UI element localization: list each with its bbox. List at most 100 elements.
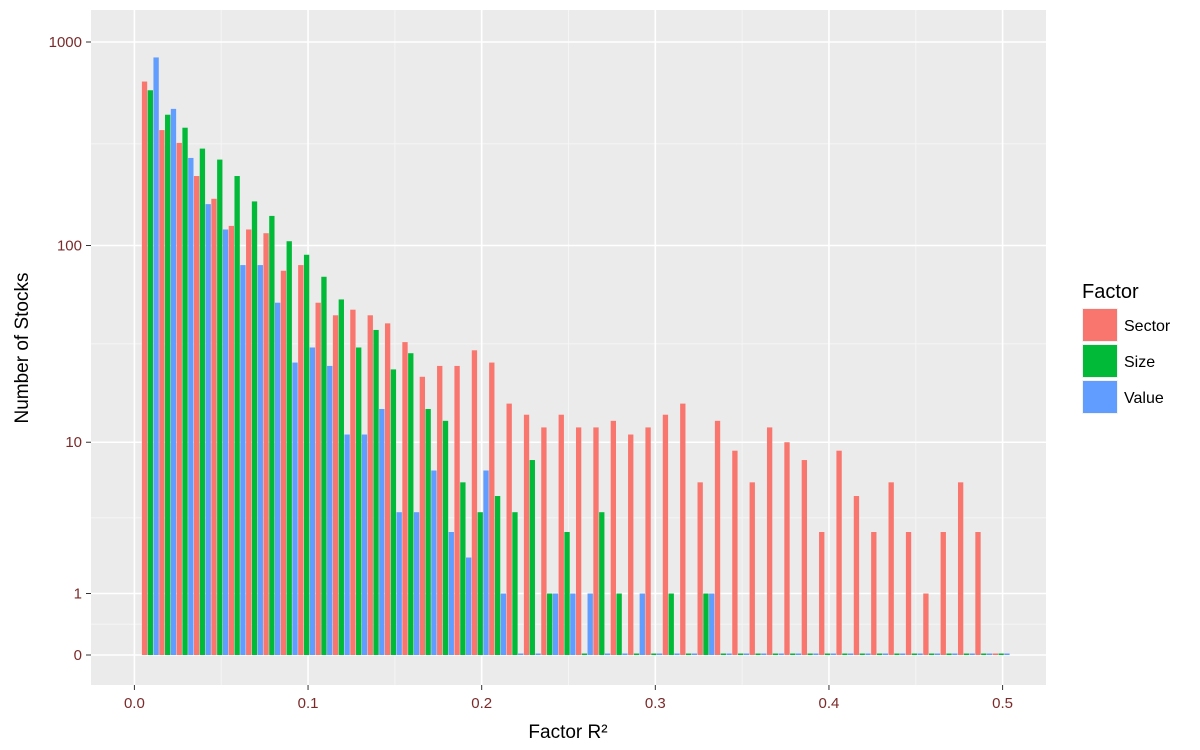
bar-sector xyxy=(315,302,321,655)
bar-size xyxy=(147,90,153,655)
bar-sector xyxy=(766,427,773,655)
bar-size xyxy=(529,460,535,655)
bar-size xyxy=(824,653,831,655)
bar-size xyxy=(911,653,917,655)
bar-sector xyxy=(228,225,235,655)
bar-size xyxy=(946,653,952,655)
bar-value xyxy=(170,108,177,655)
bar-sector xyxy=(384,323,391,655)
bar-sector xyxy=(211,198,217,656)
bar-value xyxy=(222,229,229,656)
bar-value xyxy=(466,557,472,655)
bar-sector xyxy=(697,482,703,655)
bar-value xyxy=(500,593,507,655)
bar-value xyxy=(396,512,402,655)
bar-size xyxy=(338,299,344,655)
bar-sector xyxy=(801,460,808,655)
bar-size xyxy=(859,653,865,655)
bars-layer xyxy=(141,57,1010,656)
bar-size xyxy=(442,420,449,655)
bar-sector xyxy=(593,427,599,655)
bar-size xyxy=(234,176,240,655)
bar-sector xyxy=(332,315,339,655)
bar-sector xyxy=(784,442,790,655)
bar-sector xyxy=(489,362,495,655)
bar-sector xyxy=(141,81,148,656)
bar-size xyxy=(425,408,431,655)
bar-value xyxy=(674,653,680,655)
bar-size xyxy=(772,653,779,655)
legend-key-sector xyxy=(1083,309,1117,341)
bar-size xyxy=(963,653,970,655)
bar-size xyxy=(790,653,796,655)
bar-value xyxy=(813,653,819,655)
bar-value xyxy=(240,265,246,655)
bar-value xyxy=(552,593,559,655)
x-tick-label: 0.2 xyxy=(471,695,492,712)
x-tick-label: 0.4 xyxy=(819,695,840,712)
bar-value xyxy=(570,593,576,655)
bar-size xyxy=(668,593,674,655)
bar-size xyxy=(894,653,900,655)
bar-value xyxy=(448,532,454,655)
bar-size xyxy=(547,593,553,655)
bar-value xyxy=(900,653,906,655)
y-tick-label: 100 xyxy=(57,238,82,255)
bar-sector xyxy=(923,593,929,655)
bar-value xyxy=(518,653,524,655)
bar-size xyxy=(303,254,310,655)
bar-sector xyxy=(940,532,946,655)
bar-value xyxy=(639,593,645,655)
bar-size xyxy=(720,653,726,655)
bar-sector xyxy=(871,532,877,655)
bar-size xyxy=(390,369,397,655)
bar-value xyxy=(986,653,993,655)
bar-value xyxy=(709,593,715,655)
y-tick-label: 1 xyxy=(74,585,82,602)
x-tick-label: 0.3 xyxy=(645,695,666,712)
bar-size xyxy=(512,512,518,655)
bar-sector xyxy=(541,427,547,655)
bar-size xyxy=(286,241,292,655)
bar-sector xyxy=(628,434,634,655)
bar-size xyxy=(616,593,622,655)
bar-sector xyxy=(732,450,738,655)
bar-sector xyxy=(645,427,651,655)
bar-value xyxy=(275,302,281,655)
bar-value xyxy=(309,347,316,655)
y-tick-label: 10 xyxy=(65,434,82,451)
bar-value xyxy=(761,653,767,655)
bar-size xyxy=(321,276,327,655)
bar-sector xyxy=(975,532,981,655)
bar-size xyxy=(755,653,761,655)
bar-size xyxy=(685,653,692,655)
bar-size xyxy=(998,653,1004,655)
bar-value xyxy=(691,653,698,655)
bar-sector xyxy=(506,403,512,655)
bar-size xyxy=(269,215,275,655)
y-axis-title: Number of Stocks xyxy=(12,273,33,424)
bar-value xyxy=(882,653,889,655)
bar-value xyxy=(257,265,263,655)
bar-value xyxy=(379,408,385,655)
bar-sector xyxy=(575,427,582,655)
bar-sector xyxy=(367,315,373,655)
bar-sector xyxy=(280,270,287,655)
bar-value xyxy=(431,470,437,655)
bar-sector xyxy=(610,420,617,655)
bar-size xyxy=(199,148,206,655)
bar-value xyxy=(778,653,784,655)
legend-label-size: Size xyxy=(1124,354,1155,371)
bar-size xyxy=(807,653,813,655)
bar-value xyxy=(483,470,489,655)
bar-sector xyxy=(819,532,825,655)
bar-size xyxy=(738,653,744,655)
bar-sector xyxy=(905,532,912,655)
bar-size xyxy=(876,653,883,655)
bar-size xyxy=(217,159,223,655)
y-tick-label: 1000 xyxy=(49,34,82,51)
bar-value xyxy=(795,653,802,655)
bar-size xyxy=(182,127,188,655)
bar-size xyxy=(981,653,987,655)
